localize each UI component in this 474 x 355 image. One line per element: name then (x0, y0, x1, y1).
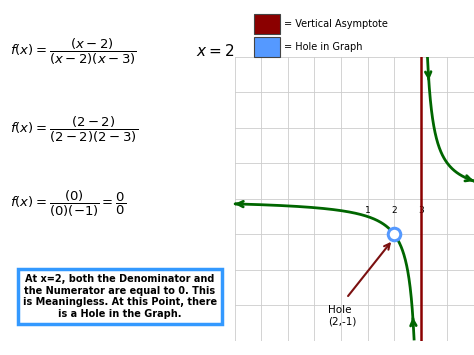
Text: $f(x)=\dfrac{(0)}{(0)(-1)}=\dfrac{0}{0}$: $f(x)=\dfrac{(0)}{(0)(-1)}=\dfrac{0}{0}$ (9, 189, 126, 219)
Text: $x=2$: $x=2$ (196, 43, 235, 60)
Text: = Vertical Asymptote: = Vertical Asymptote (284, 19, 388, 29)
Text: At x=2, both the Denominator and
the Numerator are equal to 0. This
is Meaningle: At x=2, both the Denominator and the Num… (23, 274, 217, 319)
Text: 3: 3 (418, 206, 424, 215)
Text: = Hole in Graph: = Hole in Graph (284, 42, 363, 52)
Text: $f(x)=\dfrac{(x-2)}{(x-2)(x-3)}$: $f(x)=\dfrac{(x-2)}{(x-2)(x-3)}$ (9, 37, 137, 66)
Text: 1: 1 (365, 206, 371, 215)
Text: Hole
(2,-1): Hole (2,-1) (328, 305, 356, 327)
Text: $f(x)=\dfrac{(2-2)}{(2-2)(2-3)}$: $f(x)=\dfrac{(2-2)}{(2-2)(2-3)}$ (9, 115, 137, 144)
Text: 2: 2 (392, 206, 397, 215)
